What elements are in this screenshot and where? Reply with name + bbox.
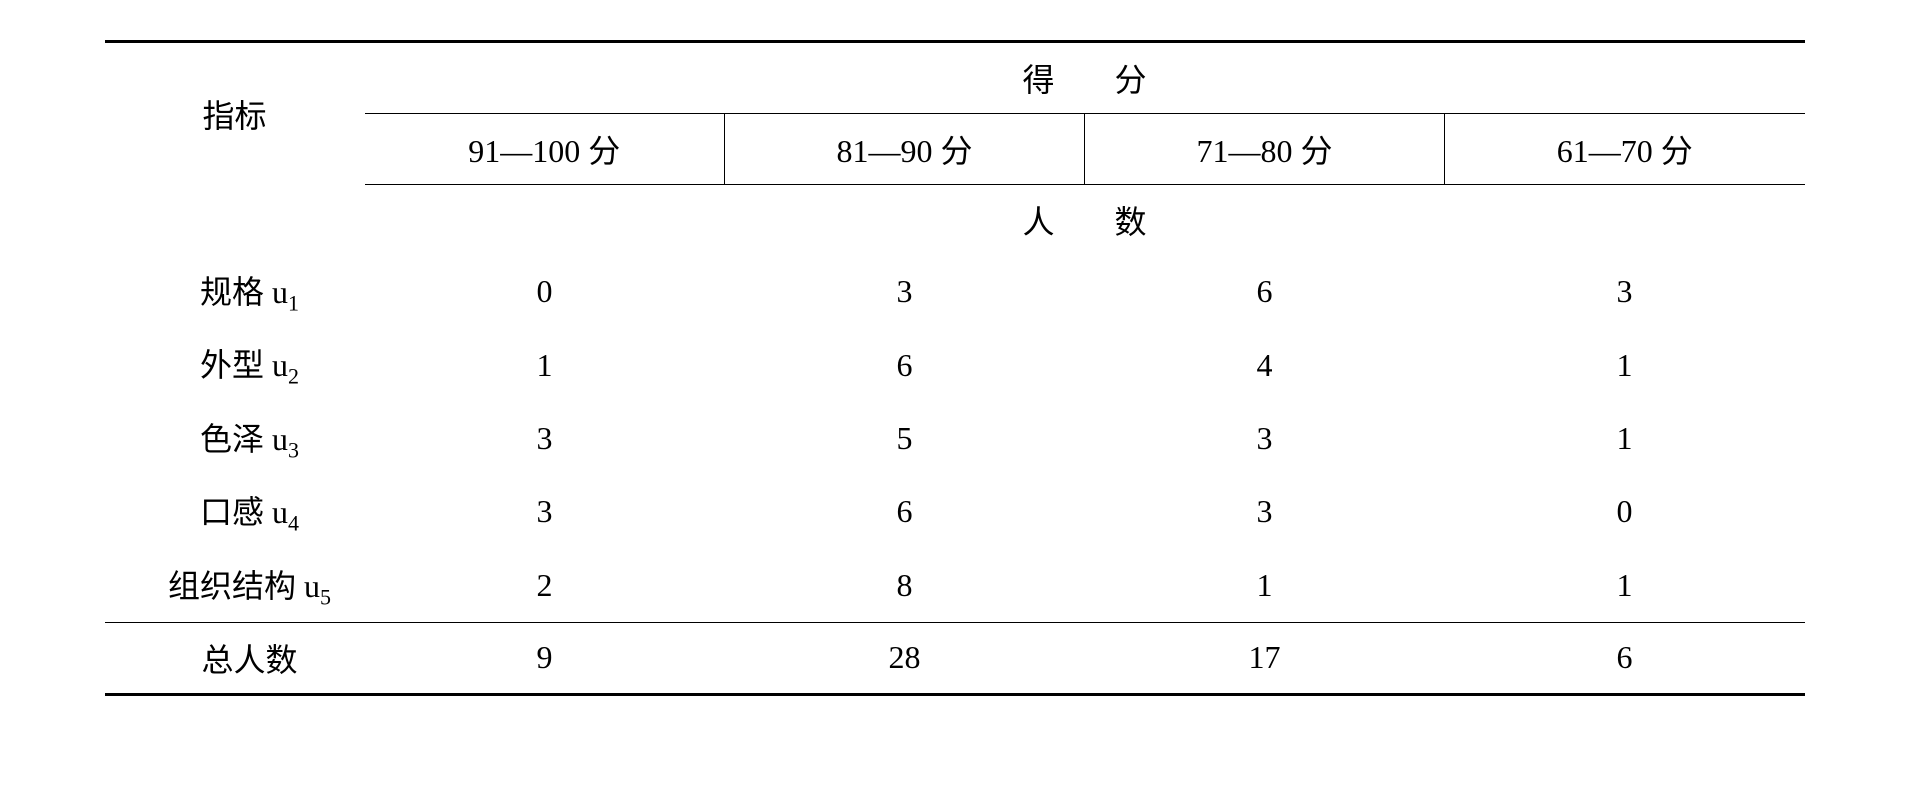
row-label-5: 组织结构 u5 [105,549,365,623]
people-header-empty [105,185,365,256]
cell-3-1: 3 [365,402,725,475]
total-row: 总人数 9 28 17 6 [105,622,1805,694]
people-header: 人数 [365,185,1805,256]
cell-4-1: 3 [365,475,725,548]
cell-4-3: 3 [1085,475,1445,548]
cell-2-4: 1 [1445,328,1805,401]
table-row: 规格 u1 0 3 6 3 [105,255,1805,328]
cell-5-1: 2 [365,549,725,623]
score-range-2: 81—90 分 [725,114,1085,185]
cell-3-2: 5 [725,402,1085,475]
total-3: 17 [1085,622,1445,694]
people-header-text-2: 数 [1115,204,1147,240]
score-header: 得分 [365,42,1805,114]
cell-4-4: 0 [1445,475,1805,548]
cell-2-2: 6 [725,328,1085,401]
people-header-text-1: 人 [1022,204,1114,240]
total-2: 28 [725,622,1085,694]
score-header-text-2: 分 [1115,62,1147,98]
cell-2-1: 1 [365,328,725,401]
row-label-2: 外型 u2 [105,328,365,401]
cell-5-3: 1 [1085,549,1445,623]
indicator-header: 指标 [105,42,365,185]
row-label-4: 口感 u4 [105,475,365,548]
cell-5-4: 1 [1445,549,1805,623]
header-row-people: 人数 [105,185,1805,256]
table-row: 色泽 u3 3 5 3 1 [105,402,1805,475]
table-row: 外型 u2 1 6 4 1 [105,328,1805,401]
cell-3-4: 1 [1445,402,1805,475]
cell-3-3: 3 [1085,402,1445,475]
score-header-text-1: 得 [1022,62,1114,98]
table-row: 组织结构 u5 2 8 1 1 [105,549,1805,623]
table-row: 口感 u4 3 6 3 0 [105,475,1805,548]
cell-1-2: 3 [725,255,1085,328]
cell-5-2: 8 [725,549,1085,623]
score-range-1: 91—100 分 [365,114,725,185]
total-4: 6 [1445,622,1805,694]
cell-1-3: 6 [1085,255,1445,328]
cell-1-1: 0 [365,255,725,328]
cell-1-4: 3 [1445,255,1805,328]
header-row-score: 指标 得分 [105,42,1805,114]
cell-2-3: 4 [1085,328,1445,401]
evaluation-table-container: 指标 得分 91—100 分 81—90 分 71—80 分 61—70 分 人… [105,40,1805,696]
row-label-3: 色泽 u3 [105,402,365,475]
score-range-4: 61—70 分 [1445,114,1805,185]
evaluation-table: 指标 得分 91—100 分 81—90 分 71—80 分 61—70 分 人… [105,40,1805,696]
score-range-3: 71—80 分 [1085,114,1445,185]
total-label: 总人数 [105,622,365,694]
row-label-1: 规格 u1 [105,255,365,328]
total-1: 9 [365,622,725,694]
cell-4-2: 6 [725,475,1085,548]
